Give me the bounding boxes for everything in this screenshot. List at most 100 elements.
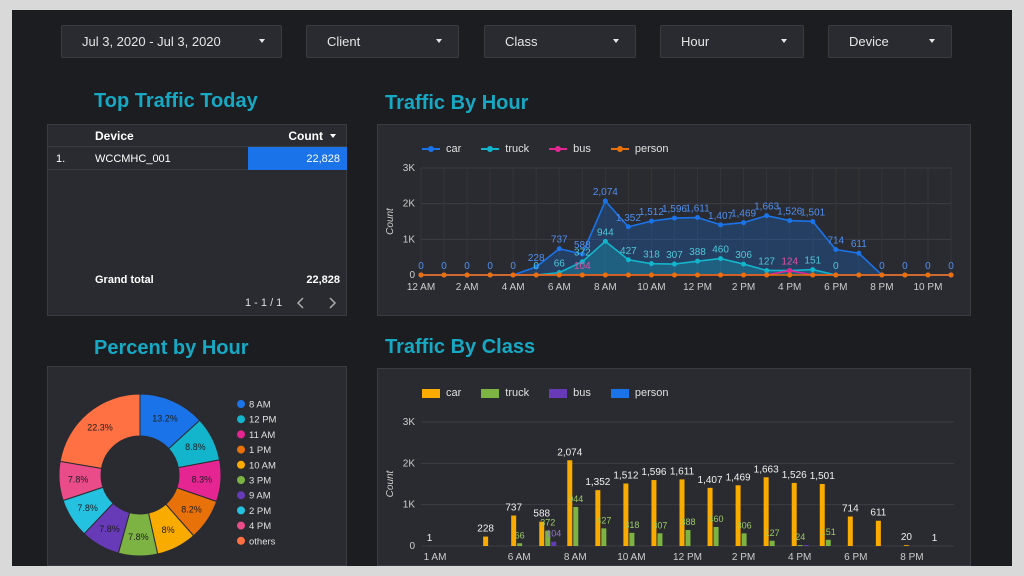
table-row[interactable]: 1. WCCMHC_001 22,828 [48, 147, 347, 170]
bar-label-car: 20 [901, 532, 913, 543]
data-label-car: 1,407 [708, 211, 733, 222]
data-point-person [764, 272, 770, 278]
data-point-person [556, 272, 562, 278]
legend-item-bus[interactable]: bus [549, 143, 591, 155]
pie-value-label: 8.8% [185, 442, 206, 452]
legend-dot [237, 430, 245, 439]
device-column-header[interactable]: Device [95, 129, 134, 143]
bar-truck [741, 533, 747, 546]
data-label-car: 1,526 [777, 207, 802, 218]
data-point-car [810, 218, 816, 224]
count-bar [248, 147, 347, 170]
legend-label: bus [573, 387, 591, 399]
data-point-car [741, 220, 747, 226]
data-point-car [833, 247, 839, 253]
data-point-car [533, 264, 539, 270]
bar-label-car: 1 [932, 533, 938, 544]
legend-item-car[interactable]: car [422, 143, 461, 155]
client-filter[interactable]: Client [306, 25, 459, 58]
data-point-car [695, 215, 701, 221]
data-label-car: 0 [879, 261, 885, 272]
bar-car [539, 521, 545, 546]
bar-label-truck: 306 [737, 520, 752, 530]
data-label-truck: 306 [735, 250, 752, 261]
legend-dot [555, 146, 562, 152]
data-point-person [833, 272, 839, 278]
data-label-truck: 307 [666, 250, 683, 261]
data-point-person [579, 272, 585, 278]
bar-truck [629, 532, 635, 546]
percent-by-hour-panel: 13.2% 8.8% 8.3% 8.2% 8% 7.8% 7.8% 7.8% 7.8% 22.3%… [47, 366, 347, 566]
data-point-person [810, 272, 816, 278]
prev-page-icon[interactable] [295, 296, 307, 310]
traffic-by-hour-title: Traffic By Hour [385, 92, 529, 114]
percent-by-hour-title: Percent by Hour [94, 337, 249, 359]
class-filter[interactable]: Class [484, 25, 636, 58]
bar-label-truck: 372 [540, 518, 555, 528]
legend-item-car[interactable]: car [422, 387, 461, 399]
next-page-icon[interactable] [326, 296, 338, 310]
legend-label: bus [573, 143, 591, 155]
pie-value-label: 7.8% [77, 503, 98, 513]
device-filter[interactable]: Device [828, 25, 952, 58]
bar-car [735, 485, 741, 546]
bar-label-car: 2,074 [557, 447, 582, 458]
legend-item-truck[interactable]: truck [481, 143, 529, 155]
pie-legend-label: 1 PM [249, 445, 271, 456]
legend-swatch [549, 388, 568, 398]
x-tick-label: 8 PM [870, 282, 893, 293]
data-label-bus: 124 [781, 257, 798, 268]
bar-car [791, 482, 797, 546]
series-area-car [421, 201, 951, 275]
legend-item-truck[interactable]: truck [481, 387, 529, 399]
x-tick-label: 11 PM [926, 565, 954, 566]
legend-dot [237, 536, 245, 545]
bar-label-truck: 427 [596, 515, 611, 525]
bar-truck [601, 528, 607, 546]
data-label-car: 0 [418, 261, 424, 272]
legend-swatch [549, 146, 568, 152]
data-point-truck [602, 238, 608, 244]
bar-car [651, 480, 657, 546]
y-tick-label: 1K [403, 500, 416, 511]
count-column-header[interactable]: Count [288, 129, 323, 143]
traffic-by-class-title: Traffic By Class [385, 336, 536, 358]
caret-down-icon [436, 39, 442, 43]
y-tick-label: 3K [403, 163, 416, 174]
data-label-car: 0 [902, 261, 908, 272]
data-point-person [718, 272, 724, 278]
data-label-truck: 66 [554, 259, 566, 270]
data-point-person [418, 272, 424, 278]
data-point-person [487, 272, 493, 278]
x-tick-label: 4 AM [502, 282, 525, 293]
pie-legend-label: 9 AM [249, 491, 271, 502]
legend-dot [237, 506, 245, 515]
y-tick-label: 2K [403, 458, 416, 469]
bar-truck [825, 539, 831, 546]
bar-car [763, 477, 769, 546]
data-point-person [741, 272, 747, 278]
bar-label-truck: 127 [765, 528, 780, 538]
data-point-person [925, 272, 931, 278]
data-label-car: 2,074 [593, 187, 618, 198]
x-tick-label: 12 PM [673, 552, 702, 563]
pie-legend-label: 10 AM [249, 460, 276, 471]
date-range-label: Jul 3, 2020 - Jul 3, 2020 [82, 34, 221, 49]
legend-item-bus[interactable]: bus [549, 387, 591, 399]
hour-filter[interactable]: Hour [660, 25, 804, 58]
data-label-car: 1,352 [616, 213, 641, 224]
x-tick-label: 12 PM [683, 282, 712, 293]
date-range-filter[interactable]: Jul 3, 2020 - Jul 3, 2020 [61, 25, 282, 58]
legend-dot [237, 521, 245, 530]
data-point-truck [741, 261, 747, 267]
data-label-car: 714 [827, 236, 844, 247]
legend-item-person[interactable]: person [610, 387, 669, 399]
pie-value-label: 7.8% [99, 524, 120, 534]
caret-down-icon [929, 39, 935, 43]
data-label-car: 1,501 [800, 207, 825, 218]
data-label-car: 611 [851, 239, 867, 250]
data-label-car: 1,596 [662, 204, 687, 215]
sort-desc-icon[interactable] [330, 134, 336, 138]
legend-item-person[interactable]: person [610, 143, 669, 155]
x-tick-label: 11 AM [646, 565, 674, 566]
